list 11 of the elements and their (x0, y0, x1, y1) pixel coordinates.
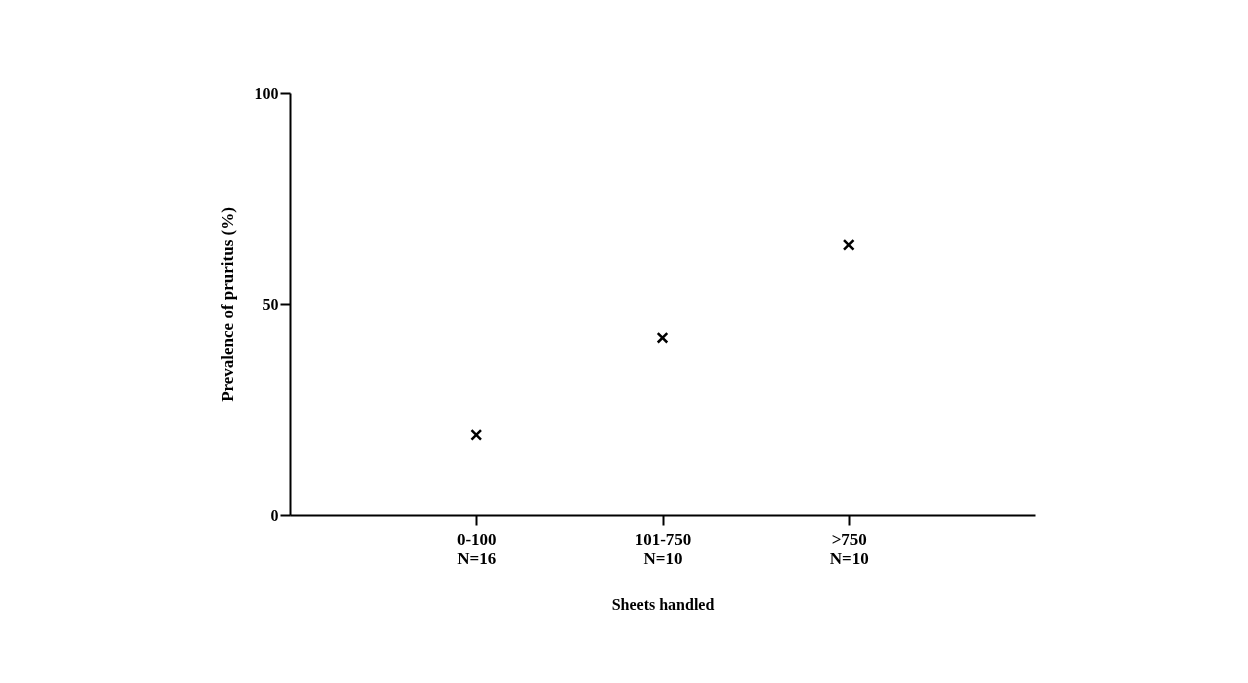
y-axis-title: Prevalence of pruritus (%) (217, 207, 237, 402)
y-tick-label: 50 (262, 295, 279, 313)
y-tick-label: 0 (270, 506, 279, 524)
x-tick-label: 0-100 N=16 (456, 529, 497, 568)
x-tick-label: >750 N=10 (829, 529, 869, 568)
point (470, 428, 483, 441)
y-tick-label: 100 (254, 84, 279, 102)
x-tick-label: 101-750 N=10 (634, 529, 692, 568)
point (842, 238, 855, 251)
point (656, 331, 669, 344)
x-axis-title: Sheets handled (611, 595, 715, 613)
